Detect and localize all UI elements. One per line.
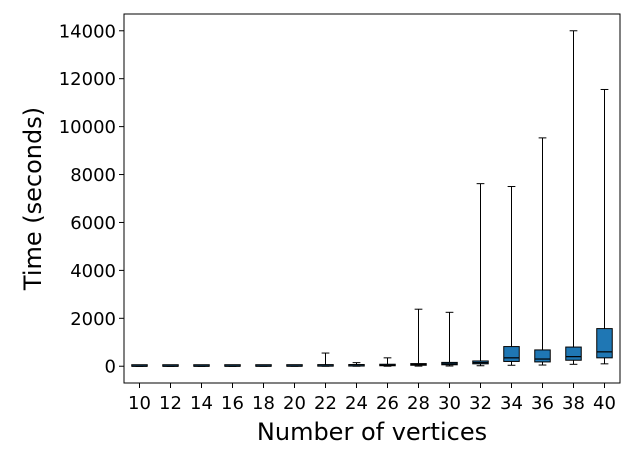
x-tick-label: 10 bbox=[128, 393, 151, 414]
x-tick-label: 30 bbox=[438, 393, 461, 414]
box-18 bbox=[255, 364, 272, 367]
x-tick-label: 22 bbox=[314, 393, 337, 414]
box-12 bbox=[162, 364, 179, 367]
y-tick-label: 2000 bbox=[70, 309, 116, 330]
box-20 bbox=[286, 364, 303, 367]
y-tick-label: 12000 bbox=[59, 69, 116, 90]
iqr-box bbox=[565, 346, 582, 361]
x-tick-label: 16 bbox=[221, 393, 244, 414]
box-22 bbox=[317, 352, 334, 367]
box-14 bbox=[193, 364, 210, 367]
box-32 bbox=[472, 183, 489, 367]
iqr-box bbox=[534, 349, 551, 363]
x-tick-label: 36 bbox=[531, 393, 554, 414]
x-tick-label: 20 bbox=[283, 393, 306, 414]
box-24 bbox=[348, 362, 365, 367]
y-tick-label: 4000 bbox=[70, 261, 116, 282]
box-38 bbox=[565, 30, 582, 365]
x-tick-label: 18 bbox=[252, 393, 275, 414]
iqr-box bbox=[503, 346, 520, 362]
x-tick-label: 38 bbox=[562, 393, 585, 414]
box-34 bbox=[503, 186, 520, 366]
x-tick-label: 28 bbox=[407, 393, 430, 414]
x-tick-label: 32 bbox=[469, 393, 492, 414]
y-tick-label: 6000 bbox=[70, 213, 116, 234]
x-tick-label: 34 bbox=[500, 393, 523, 414]
x-tick-label: 40 bbox=[593, 393, 616, 414]
y-tick-label: 14000 bbox=[59, 21, 116, 42]
x-tick-label: 12 bbox=[159, 393, 182, 414]
y-axis-label: Time (seconds) bbox=[19, 107, 47, 291]
box-30 bbox=[441, 311, 458, 367]
box-40 bbox=[596, 88, 613, 365]
x-axis: 10 12 14 16 18 20 22 24 26 28 30 32 34 36 38 40 bbox=[128, 383, 616, 414]
box-16 bbox=[224, 364, 241, 367]
box-26 bbox=[379, 357, 396, 367]
x-axis-label: Number of vertices bbox=[257, 418, 487, 446]
x-tick-label: 14 bbox=[190, 393, 213, 414]
boxes-layer bbox=[131, 30, 613, 367]
y-axis: 0 2000 4000 6000 8000 10000 12000 14000 bbox=[59, 21, 124, 378]
plot-frame bbox=[123, 13, 621, 384]
y-tick-label: 10000 bbox=[59, 117, 116, 138]
box-28 bbox=[410, 308, 427, 367]
box-10 bbox=[131, 364, 148, 367]
x-tick-label: 24 bbox=[345, 393, 368, 414]
x-tick-label: 26 bbox=[376, 393, 399, 414]
box-36 bbox=[534, 137, 551, 366]
iqr-box bbox=[596, 328, 613, 359]
y-tick-label: 0 bbox=[105, 357, 116, 378]
y-tick-label: 8000 bbox=[70, 165, 116, 186]
